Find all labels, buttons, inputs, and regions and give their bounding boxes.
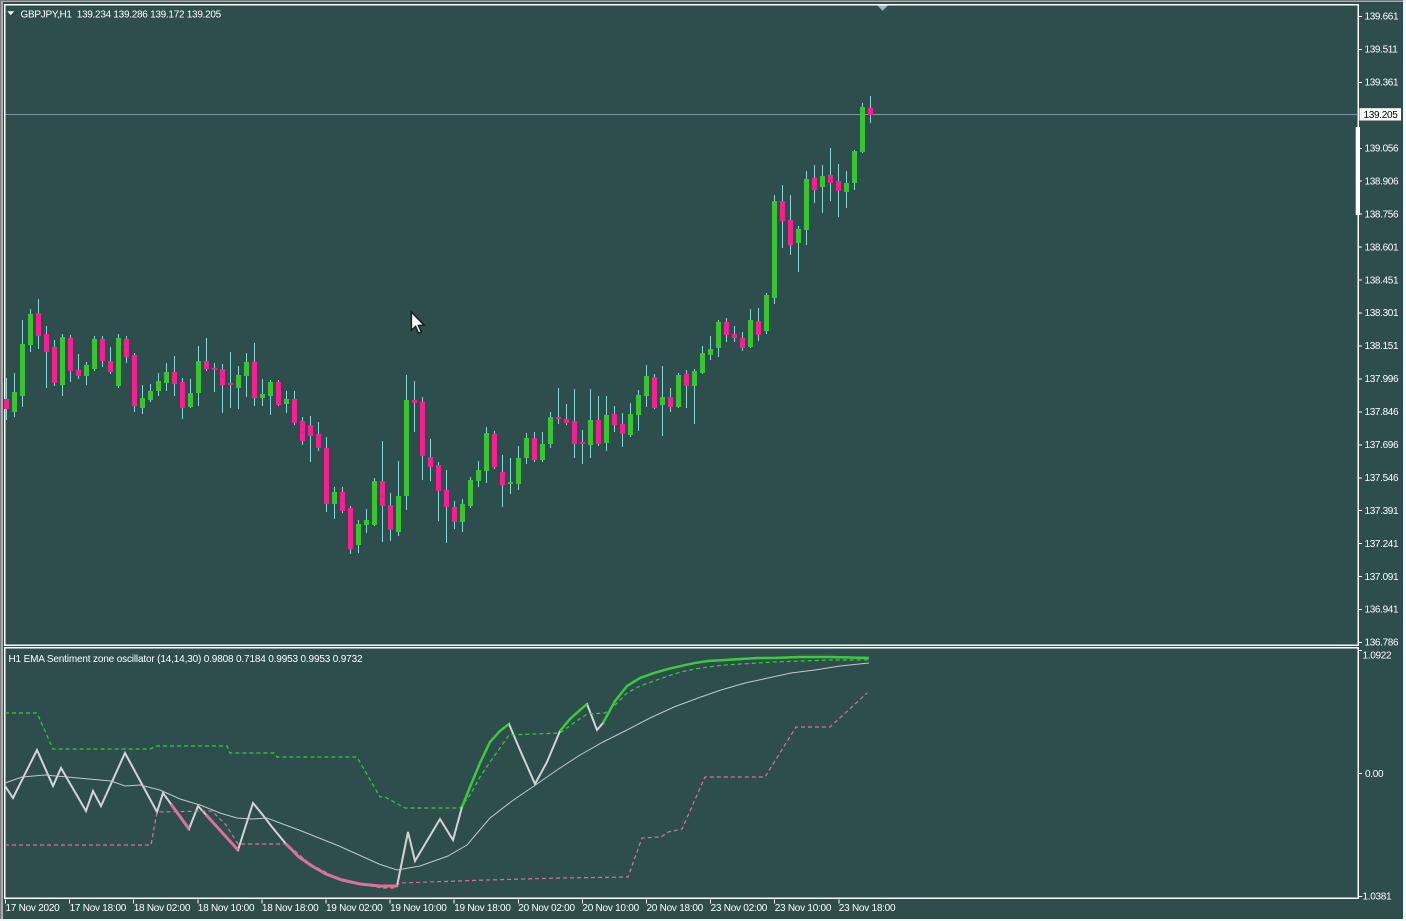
svg-text:20 Nov 02:00: 20 Nov 02:00 [518, 903, 575, 914]
svg-text:137.996: 137.996 [1365, 374, 1399, 385]
svg-text:138.451: 138.451 [1365, 275, 1399, 286]
svg-text:1.0922: 1.0922 [1363, 651, 1393, 662]
svg-text:139.661: 139.661 [1365, 12, 1399, 23]
svg-text:17 Nov 18:00: 17 Nov 18:00 [70, 903, 127, 914]
svg-text:137.241: 137.241 [1365, 539, 1399, 550]
svg-text:23 Nov 02:00: 23 Nov 02:00 [711, 903, 768, 914]
svg-text:138.906: 138.906 [1365, 176, 1399, 187]
svg-text:139.056: 139.056 [1365, 144, 1399, 155]
svg-text:H1 EMA Sentiment zone oscillat: H1 EMA Sentiment zone oscillator (14,14,… [9, 654, 363, 665]
svg-text:139.511: 139.511 [1365, 45, 1399, 56]
svg-text:17 Nov 2020: 17 Nov 2020 [6, 903, 61, 914]
svg-text:19 Nov 10:00: 19 Nov 10:00 [390, 903, 447, 914]
svg-text:137.696: 137.696 [1365, 440, 1399, 451]
svg-text:138.301: 138.301 [1365, 308, 1399, 319]
svg-text:20 Nov 18:00: 20 Nov 18:00 [647, 903, 704, 914]
svg-text:137.391: 137.391 [1365, 506, 1399, 517]
svg-text:138.756: 138.756 [1365, 209, 1399, 220]
svg-text:19 Nov 02:00: 19 Nov 02:00 [326, 903, 383, 914]
svg-text:138.601: 138.601 [1365, 242, 1399, 253]
svg-text:GBPJPY,H1 139.234 139.286 139: GBPJPY,H1 139.234 139.286 139.172 139.20… [21, 10, 222, 21]
svg-text:137.091: 137.091 [1365, 572, 1399, 583]
svg-text:138.151: 138.151 [1365, 341, 1399, 352]
svg-text:0.00: 0.00 [1365, 769, 1384, 780]
svg-text:139.205: 139.205 [1364, 110, 1399, 121]
svg-text:139.361: 139.361 [1365, 78, 1399, 89]
svg-text:23 Nov 18:00: 23 Nov 18:00 [839, 903, 896, 914]
svg-text:137.846: 137.846 [1365, 407, 1399, 418]
svg-text:18 Nov 02:00: 18 Nov 02:00 [134, 903, 191, 914]
svg-text:137.546: 137.546 [1365, 473, 1399, 484]
svg-text:-1.0381: -1.0381 [1360, 892, 1393, 903]
svg-text:23 Nov 10:00: 23 Nov 10:00 [775, 903, 832, 914]
svg-text:18 Nov 18:00: 18 Nov 18:00 [262, 903, 319, 914]
svg-text:136.941: 136.941 [1365, 605, 1399, 616]
svg-text:19 Nov 18:00: 19 Nov 18:00 [454, 903, 511, 914]
svg-text:18 Nov 10:00: 18 Nov 10:00 [198, 903, 255, 914]
svg-text:136.786: 136.786 [1365, 638, 1399, 649]
svg-text:20 Nov 10:00: 20 Nov 10:00 [582, 903, 639, 914]
